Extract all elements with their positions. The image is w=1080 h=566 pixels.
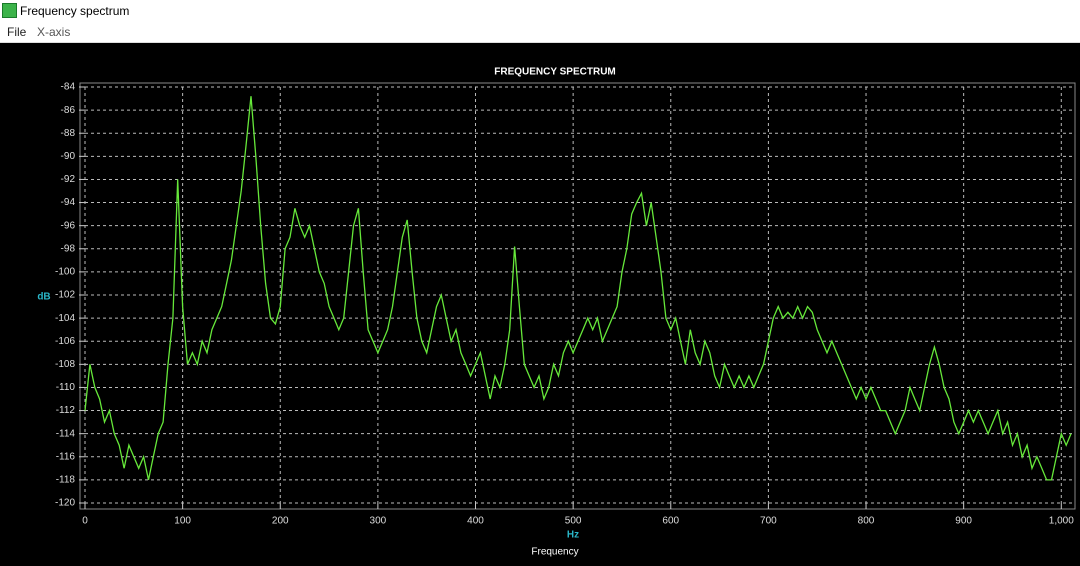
y-tick-label: -108: [55, 359, 75, 370]
menu-bar: File X-axis: [0, 22, 1080, 43]
app-icon: [2, 3, 17, 18]
chart: FREQUENCY SPECTRUM dB Hz Frequency -84 -8…: [37, 67, 1076, 558]
title-bar: Frequency spectrum: [0, 0, 1080, 22]
window-title: Frequency spectrum: [20, 4, 130, 18]
y-tick-label: -120: [55, 498, 75, 509]
y-tick-label: -118: [56, 475, 76, 486]
y-tick-label: -100: [55, 267, 75, 278]
menu-item[interactable]: File: [7, 25, 27, 39]
x-tick-label: 500: [565, 516, 582, 527]
y-tick-label: -116: [56, 451, 76, 462]
x-tick-label: 0: [82, 516, 88, 527]
y-tick-label: -90: [61, 151, 76, 162]
menu-item[interactable]: X-axis: [37, 25, 71, 39]
x-tick-label: 200: [272, 516, 289, 527]
x-tick-label: 300: [370, 516, 387, 527]
y-tick-label: -98: [61, 243, 76, 254]
y-tick-label: -110: [56, 382, 76, 393]
y-tick-label: -92: [61, 174, 76, 185]
y-tick-label: -102: [55, 290, 75, 301]
y-tick-label: -112: [56, 405, 76, 416]
y-tick-label: -114: [56, 428, 76, 439]
y-tick-label: -104: [55, 313, 75, 324]
x-tick-label: 600: [662, 516, 679, 527]
y-tick-label: -86: [61, 105, 76, 116]
y-tick-label: -106: [55, 336, 75, 347]
x-unit-label: Hz: [567, 530, 579, 541]
y-tick-label: -88: [61, 128, 76, 139]
y-axis-label: dB: [37, 292, 50, 303]
chart-title: FREQUENCY SPECTRUM: [494, 67, 616, 78]
x-tick-label: 700: [760, 516, 777, 527]
x-axis-label: Frequency: [531, 547, 578, 558]
spectrum-line: [84, 96, 1072, 481]
x-tick-label: 400: [467, 516, 484, 527]
x-tick-label: 800: [858, 516, 875, 527]
y-tick-label: -84: [61, 82, 76, 93]
plot-frame: [79, 82, 1076, 510]
x-tick-label: 1,000: [1049, 516, 1074, 527]
y-tick-label: -96: [61, 220, 76, 231]
y-tick-label: -94: [61, 197, 76, 208]
x-tick-label: 900: [955, 516, 972, 527]
x-tick-label: 100: [174, 516, 191, 527]
